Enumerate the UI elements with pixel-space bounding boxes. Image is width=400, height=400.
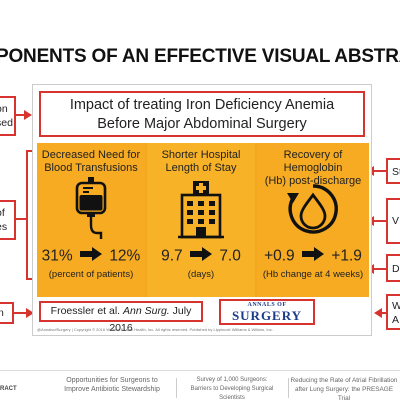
panel-2-heading: Shorter Hospital Length of Stay [147,149,255,175]
right-callout-3-line-1: D [392,263,400,275]
abstract-footer: @AnnalsofSurgery | Copyright © 2016 Wolt… [37,327,273,332]
panel-3-heading: Recovery of Hemoglobin (Hb) post-dischar… [257,149,369,188]
related-abstract-2-line-1: Survey of 1,000 Surgeons: [196,377,268,383]
right-arrow-1-line [372,170,386,172]
left-bracket-vertical [26,150,28,280]
panel-1-heading-line-2: Blood Transfusions [44,162,138,174]
left-callout-1: on sed [0,96,16,136]
left-callout-3-line-1: n [0,307,4,319]
left-arrow-3-head [26,308,34,318]
left-arrow-1-line [16,114,26,116]
panel-3-sub: (Hb change at 4 weeks) [262,269,364,280]
related-abstract-1-line-2: Improve Antibiotic Stewardship [64,386,160,393]
right-callout-1-line-1: St [392,166,400,178]
related-abstract-3-line-1: Reducing the Rate of Atrial Fibrillation [290,377,398,384]
citation-date: July 2016 [109,305,192,334]
panel-2-stat: 9.7 7.0 [147,247,255,266]
panel-2-heading-line-2: Length of Stay [165,162,237,174]
related-abstract-2-line-2: Barriers to Developing Surgical Scientis… [190,386,274,400]
related-abstract-1[interactable]: Opportunities for Surgeons to Improve An… [52,376,172,394]
panel-1-sub: (percent of patients) [48,269,134,280]
panel-2-value-before: 9.7 [161,247,183,265]
right-arrow-icon [80,247,102,266]
left-callout-1-line-1: on [0,103,8,115]
journal-logo-small: ANNALS OF [247,302,287,308]
related-abstract-3[interactable]: Reducing the Rate of Atrial Fibrillation… [290,376,398,400]
related-abstract-3-line-2: after Lung Surgery: the PRESAGE Trial [294,386,394,400]
right-arrow-4-head [374,308,382,318]
left-callout-3: n [0,302,14,324]
panel-3-value-before: +0.9 [264,247,295,265]
right-callout-4: W A [386,294,400,330]
page-title: PONENTS OF AN EFFECTIVE VISUAL ABSTRA [0,46,400,67]
panel-blood-transfusions: Decreased Need for Blood Transfusions 31… [37,143,145,297]
right-arrow-icon [302,247,324,266]
annals-of-surgery-logo: ANNALS OF SURGERY [219,299,315,325]
abstract-title-line-2: Before Major Abdominal Surgery [97,116,307,132]
right-callout-4-line-2: A [392,314,400,326]
right-callout-3: D [386,254,400,282]
hospital-building-icon [176,181,226,244]
left-callout-1-line-2: sed [0,117,13,129]
right-arrow-3-line [372,268,386,270]
right-callout-4-line-1: W [392,300,400,312]
panel-3-value-after: +1.9 [331,247,362,265]
right-arrow-icon [190,247,212,266]
panel-1-heading-line-1: Decreased Need for [41,149,141,161]
blood-bag-icon [73,177,109,246]
panel-hemoglobin-recovery: Recovery of Hemoglobin (Hb) post-dischar… [257,143,369,297]
left-callout-2-line-2: es [0,221,8,233]
panel-1-stat: 31% 12% [37,247,145,266]
right-callout-2-line-1: V [392,215,400,227]
bottom-separator [288,378,289,398]
findings-panels: Decreased Need for Blood Transfusions 31… [37,143,369,297]
left-callout-2-line-1: of [0,207,5,219]
left-arrow-2-line [16,218,27,220]
panel-3-heading-line-1: Recovery of Hemoglobin [283,149,343,174]
bottom-separator [176,378,177,398]
panel-1-value-before: 31% [41,247,73,265]
abstract-title: Impact of treating Iron Deficiency Anemi… [39,91,365,137]
panel-1-heading: Decreased Need for Blood Transfusions [37,149,145,175]
panel-2-sub: (days) [187,269,215,280]
bottom-divider [0,370,400,371]
panel-hospital-stay: Shorter Hospital Length of Stay [147,143,255,297]
related-abstracts-strip: RACT Opportunities for Surgeons to Impro… [0,372,400,400]
right-arrow-4-line [380,312,386,314]
panel-3-stat: +0.9 +1.9 [257,247,369,266]
recovery-drop-icon [285,181,341,242]
related-abstract-2[interactable]: Survey of 1,000 Surgeons: Barriers to De… [180,376,284,400]
journal-logo-big: SURGERY [231,308,303,323]
left-arrow-3-line [14,312,28,314]
citation-journal: Ann Surg. [123,305,170,317]
panel-3-heading-line-2: (Hb) post-discharge [264,175,362,187]
right-callout-1: St [386,158,400,184]
right-callout-2: V [386,198,400,244]
citation-author: Froessler et al. [50,305,121,317]
right-arrow-2-line [372,220,386,222]
panel-2-value-after: 7.0 [219,247,241,265]
visual-abstract-card: Impact of treating Iron Deficiency Anemi… [32,84,372,336]
bottom-left-label: RACT [0,386,17,392]
abstract-title-line-1: Impact of treating Iron Deficiency Anemi… [69,97,335,113]
panel-2-heading-line-1: Shorter Hospital [161,149,241,161]
related-abstract-1-line-1: Opportunities for Surgeons to [66,377,158,384]
left-callout-2: of es [0,200,16,240]
left-arrow-1-head [24,110,32,120]
panel-1-value-after: 12% [109,247,141,265]
citation-box: Froessler et al. Ann Surg. July 2016 [39,301,203,334]
